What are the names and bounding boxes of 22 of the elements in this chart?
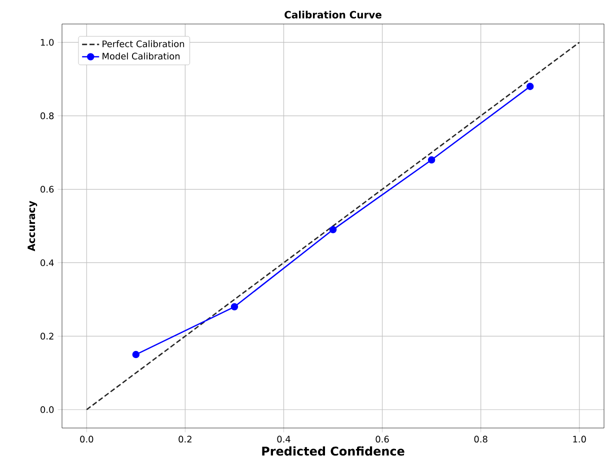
x-tick-label: 0.2 (178, 436, 192, 443)
x-tick-label: 0.4 (277, 436, 290, 443)
x-tick-label: 1.0 (573, 436, 586, 443)
point (428, 156, 436, 164)
y-tick-label: 0.0 (40, 406, 54, 414)
point (329, 226, 337, 234)
x-axis-title: Predicted Confidence (262, 446, 404, 456)
legend-label: Model Calibration (102, 52, 180, 60)
y-tick-label: 0.2 (40, 332, 54, 340)
y-tick-label: 0.4 (40, 259, 54, 266)
y-tick-label: 0.8 (40, 112, 54, 120)
y-axis-title: Accuracy (28, 200, 38, 252)
x-tick-label: 0.6 (376, 436, 389, 443)
chart-title: Calibration Curve (284, 10, 382, 18)
x-tick-label: 0.8 (474, 436, 488, 443)
legend-label: Perfect Calibration (102, 40, 184, 48)
point (230, 303, 238, 310)
x-tick-label: 0.0 (80, 436, 94, 443)
y-tick-label: 1.0 (40, 38, 54, 46)
point (132, 350, 140, 358)
y-tick-label: 0.6 (40, 186, 54, 193)
point (526, 82, 534, 90)
